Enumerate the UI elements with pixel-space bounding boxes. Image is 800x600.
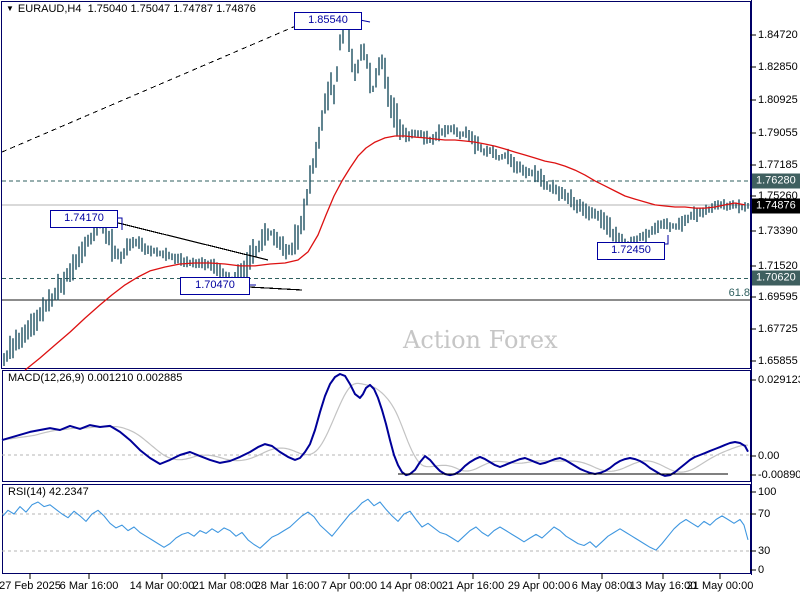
time-axis-label: 21 Mar 08:00 [192, 580, 258, 592]
price-annotation-box[interactable]: 1.72450 [597, 242, 665, 260]
time-axis-label: 7 Apr 00:00 [320, 580, 378, 592]
macd-indicator-label: MACD(12,26,9) 0.001210 0.002885 [8, 372, 183, 384]
macd-axis-tick: 0.00 [758, 450, 780, 462]
price-axis-tick: 1.82850 [758, 61, 798, 73]
time-axis-label: 13 May 16:00 [629, 580, 697, 592]
price-axis-tick: 1.84720 [758, 29, 798, 41]
symbol-label: EURAUD,H4 [17, 3, 82, 15]
price-axis-tick: 1.79055 [758, 127, 798, 139]
symbol-dropdown-icon[interactable]: ▼ [6, 4, 14, 13]
rsi-axis-tick: 70 [758, 508, 771, 520]
price-level-tag: 1.76280 [752, 173, 800, 189]
price-axis-tick: 1.67725 [758, 323, 798, 335]
price-axis-tick: 1.73390 [758, 225, 798, 237]
ohlc-values: 1.75040 1.75047 1.74787 1.74876 [87, 3, 256, 15]
price-annotation-box[interactable]: 1.74170 [50, 210, 118, 228]
rsi-axis-tick: 0 [758, 564, 765, 576]
rsi-axis-tick: 100 [758, 486, 777, 498]
price-axis-tick: 1.80925 [758, 94, 798, 106]
time-axis-label: 21 May 00:00 [686, 580, 754, 592]
time-axis-label: 14 Apr 08:00 [379, 580, 443, 592]
time-axis-label: 27 Feb 2025 [0, 580, 61, 592]
time-axis-label: 28 Mar 16:00 [254, 580, 320, 592]
price-level-tag: 1.74876 [752, 198, 800, 214]
watermark: Action Forex [403, 326, 558, 354]
price-annotation-box[interactable]: 1.70470 [180, 277, 250, 295]
fib-618-label: 61.8 [728, 287, 750, 299]
price-axis-tick: 1.77185 [758, 159, 798, 171]
price-axis-tick: 1.69595 [758, 291, 798, 303]
price-axis-tick: 1.71520 [758, 260, 798, 272]
chart-title: ▼ EURAUD,H4 1.75040 1.75047 1.74787 1.748… [6, 3, 256, 15]
price-level-tag: 1.70620 [752, 270, 800, 286]
price-annotation-box[interactable]: 1.85540 [294, 12, 362, 30]
price-axis-tick: 1.65855 [758, 355, 798, 367]
time-axis-label: 14 Mar 00:00 [129, 580, 195, 592]
macd-axis-tick: 0.029123 [758, 374, 800, 386]
rsi-indicator-label: RSI(14) 42.2347 [8, 486, 89, 498]
rsi-axis-tick: 30 [758, 545, 771, 557]
time-axis-label: 29 Apr 00:00 [507, 580, 571, 592]
time-axis-label: 6 Mar 16:00 [59, 580, 119, 592]
time-axis-label: 6 May 08:00 [571, 580, 633, 592]
time-axis-label: 21 Apr 16:00 [441, 580, 505, 592]
